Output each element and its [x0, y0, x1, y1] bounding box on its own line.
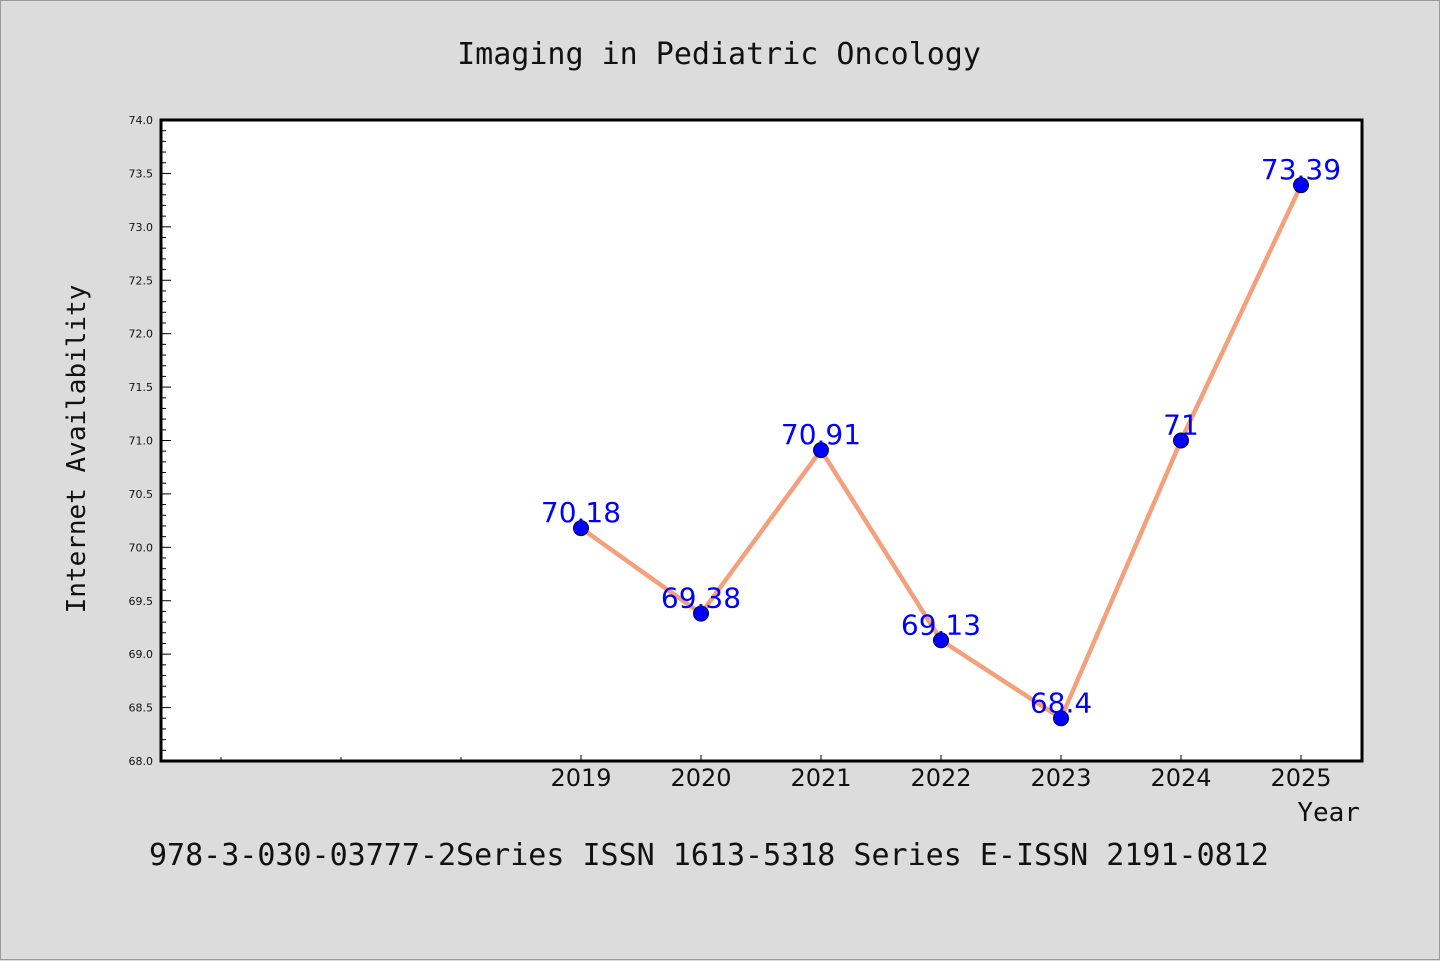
y-tick-label: 74.0	[129, 114, 154, 127]
data-point	[573, 520, 589, 537]
y-tick-label: 73.5	[129, 167, 154, 180]
data-point	[933, 632, 949, 649]
data-label: 69.13	[901, 608, 981, 641]
y-tick-label: 70.5	[129, 488, 154, 501]
data-label: 71	[1163, 409, 1199, 442]
data-label: 73.39	[1261, 153, 1341, 186]
data-label: 68.4	[1030, 686, 1092, 719]
y-tick-label: 70.0	[129, 541, 154, 554]
y-tick-label: 72.5	[129, 274, 154, 287]
y-tick-label: 68.5	[129, 702, 154, 715]
y-tick-label: 68.0	[129, 755, 154, 768]
y-tick-label: 72.0	[129, 328, 154, 341]
y-tick-label: 69.5	[129, 595, 154, 608]
y-tick-label: 73.0	[129, 221, 154, 234]
chart-title: Imaging in Pediatric Oncology	[457, 37, 981, 72]
series-line-group	[573, 177, 1309, 727]
data-label: 70.91	[781, 418, 861, 451]
x-tick-label: 2025	[1270, 764, 1331, 792]
x-axis-title: Year	[1297, 798, 1360, 828]
x-tick-label: 2024	[1150, 764, 1211, 792]
x-axis: 2019 2020 2021 2022 2023 2024 2025	[220, 755, 1332, 792]
x-tick-label: 2019	[550, 764, 611, 792]
x-tick-label: 2022	[910, 764, 971, 792]
y-tick-label: 69.0	[129, 648, 154, 661]
x-tick-label: 2020	[670, 764, 731, 792]
data-point	[693, 605, 709, 622]
data-labels: 70.18 69.38 70.91 69.13 68.4 71 73.39	[541, 153, 1341, 719]
data-point	[813, 442, 829, 459]
data-point	[1293, 177, 1309, 194]
y-axis: 68.0 68.5 69.0 69.5 70.0 70.5 71.0 71.5 72.0 72.5…	[129, 114, 171, 768]
y-tick-label: 71.5	[129, 381, 154, 394]
data-point	[1053, 710, 1069, 727]
footer-isbn-text: 978-3-030-03777-2Series ISSN 1613-5318 S…	[149, 838, 1269, 873]
x-tick-label: 2023	[1030, 764, 1091, 792]
plot-area	[159, 118, 1364, 763]
data-label: 70.18	[541, 496, 621, 529]
data-label: 69.38	[661, 582, 741, 615]
data-point	[1173, 432, 1189, 449]
y-axis-title: Internet Availability	[62, 285, 92, 614]
x-tick-label: 2021	[790, 764, 851, 792]
y-tick-label: 71.0	[129, 435, 154, 448]
